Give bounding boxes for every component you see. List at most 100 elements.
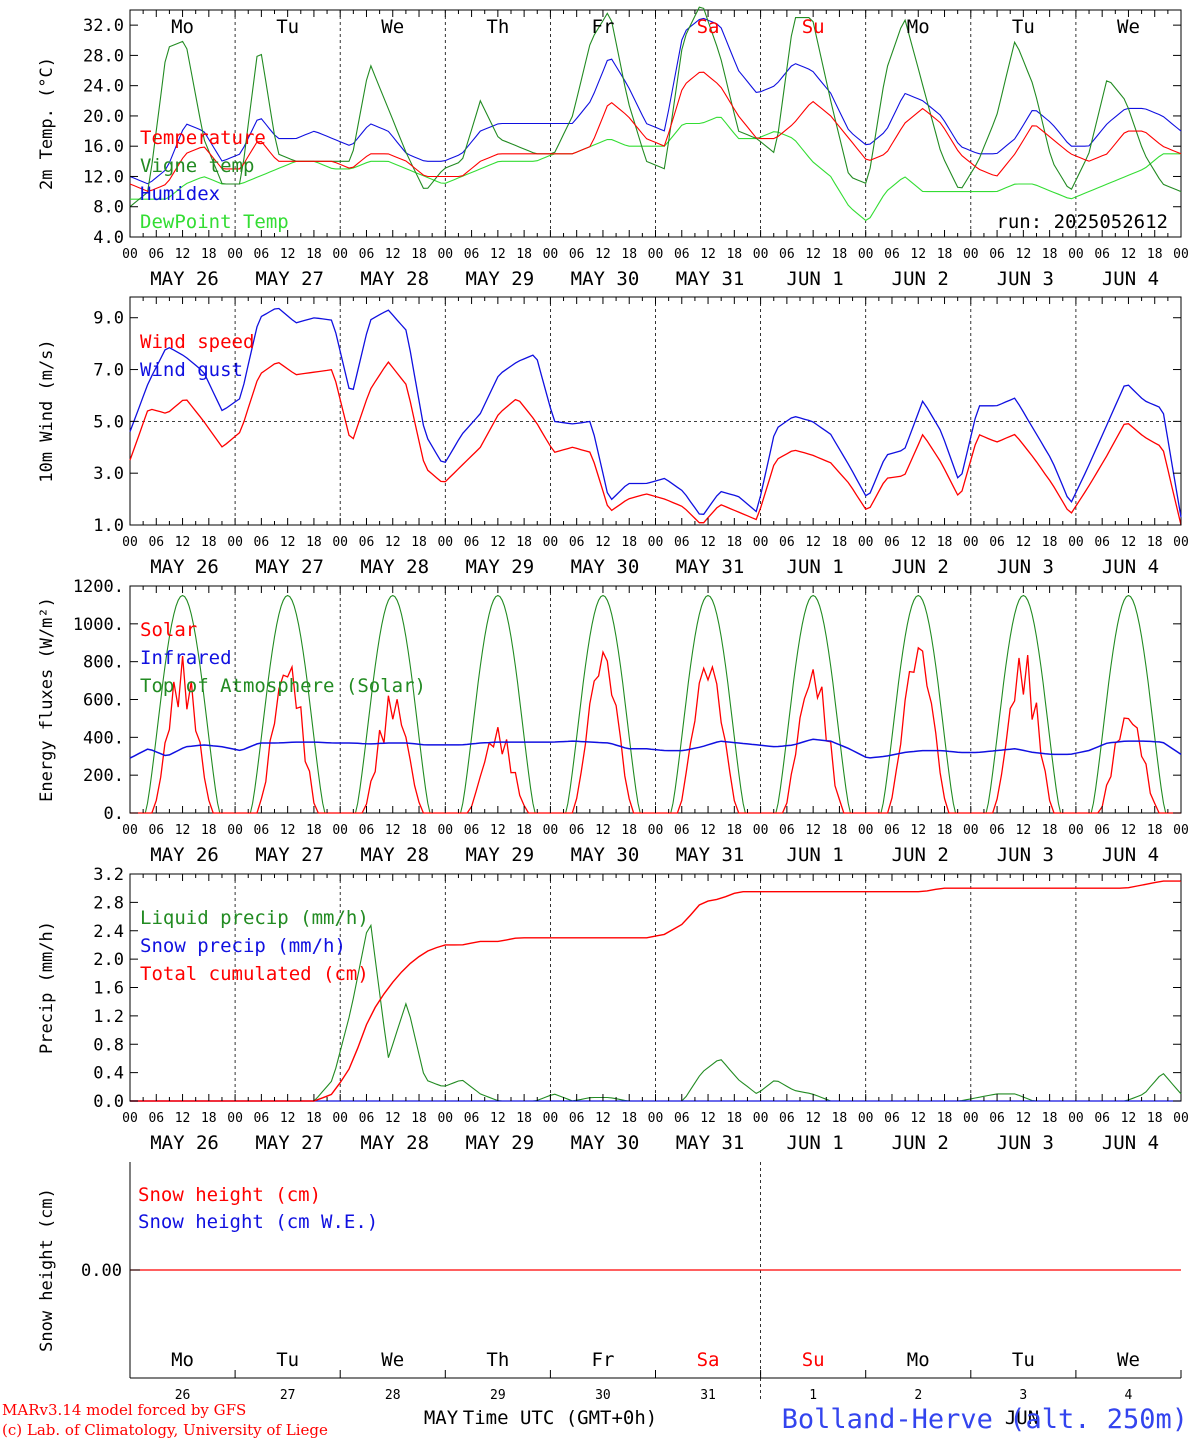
day-number: 2 <box>914 1388 922 1403</box>
x-tick-label: 06 <box>989 823 1005 838</box>
day-number: 4 <box>1125 1388 1133 1403</box>
credit-model: MARv3.14 model forced by GFS <box>2 1401 246 1419</box>
x-date-label: MAY 31 <box>676 268 745 290</box>
x-date-label: MAY 29 <box>466 844 535 866</box>
y-tick-label: 9.0 <box>93 309 124 329</box>
y-tick-label: 2.0 <box>93 950 124 970</box>
legend-dewpoint-temp: DewPoint Temp <box>140 211 289 233</box>
weekday-label: Sa <box>697 16 720 38</box>
y-tick-label: 0.4 <box>93 1064 124 1084</box>
x-tick-label: 00 <box>648 1111 664 1126</box>
x-tick-label: 18 <box>1042 823 1058 838</box>
weekday-label: Tu <box>276 16 299 38</box>
x-tick-label: 12 <box>385 823 401 838</box>
x-tick-label: 06 <box>989 1111 1005 1126</box>
weekday-label: Tu <box>276 1349 299 1371</box>
x-tick-label: 18 <box>832 535 848 550</box>
x-date-label: JUN 4 <box>1102 1132 1159 1154</box>
y-axis-label: 2m Temp. (°C) <box>37 57 57 190</box>
x-date-label: MAY 28 <box>360 268 429 290</box>
x-tick-label: 00 <box>1068 1111 1084 1126</box>
x-tick-label: 00 <box>648 535 664 550</box>
x-tick-label: 06 <box>148 823 164 838</box>
x-tick-label: 00 <box>963 247 979 262</box>
x-tick-label: 18 <box>1042 247 1058 262</box>
x-tick-label: 12 <box>1121 535 1137 550</box>
day-number: 29 <box>490 1388 506 1403</box>
x-tick-label: 18 <box>201 535 217 550</box>
x-tick-label: 00 <box>753 823 769 838</box>
y-tick-label: 600. <box>83 691 124 711</box>
x-date-label: MAY 27 <box>255 556 324 578</box>
y-axis-label: Snow height (cm) <box>37 1188 57 1352</box>
x-date-label: MAY 26 <box>150 268 219 290</box>
y-tick-label: 0. <box>104 804 124 824</box>
x-tick-label: 00 <box>122 535 138 550</box>
weekday-label: Sa <box>697 1349 720 1371</box>
x-tick-label: 18 <box>621 1111 637 1126</box>
x-date-label: MAY 31 <box>676 1132 745 1154</box>
x-tick-label: 18 <box>832 247 848 262</box>
y-tick-label: 12.0 <box>83 167 124 187</box>
weekday-label: Tu <box>1012 16 1035 38</box>
x-tick-label: 00 <box>437 1111 453 1126</box>
x-tick-label: 12 <box>910 823 926 838</box>
x-tick-label: 12 <box>385 1111 401 1126</box>
x-date-label: JUN 2 <box>892 1132 949 1154</box>
x-tick-label: 06 <box>464 1111 480 1126</box>
x-tick-label: 00 <box>332 535 348 550</box>
x-date-label: MAY 28 <box>360 556 429 578</box>
x-date-label: JUN 1 <box>787 268 844 290</box>
y-tick-label: 3.0 <box>93 464 124 484</box>
x-tick-label: 00 <box>753 535 769 550</box>
weekday-label: Tu <box>1012 1349 1035 1371</box>
x-tick-label: 00 <box>1068 823 1084 838</box>
x-tick-label: 00 <box>963 1111 979 1126</box>
x-tick-label: 00 <box>332 1111 348 1126</box>
weekday-label: Th <box>486 1349 509 1371</box>
x-tick-label: 00 <box>227 823 243 838</box>
x-date-label: JUN 2 <box>892 268 949 290</box>
legend-solar: Solar <box>140 619 197 641</box>
x-date-label: MAY 27 <box>255 268 324 290</box>
x-tick-label: 00 <box>1173 535 1189 550</box>
x-tick-label: 18 <box>726 535 742 550</box>
legend-snow-height-cm-: Snow height (cm) <box>138 1184 321 1206</box>
day-number: 27 <box>280 1388 296 1403</box>
x-tick-label: 06 <box>779 1111 795 1126</box>
day-number: 3 <box>1019 1388 1027 1403</box>
x-tick-label: 06 <box>884 1111 900 1126</box>
x-tick-label: 18 <box>1042 1111 1058 1126</box>
x-date-label: MAY 26 <box>150 844 219 866</box>
x-tick-label: 00 <box>437 823 453 838</box>
y-tick-label: 0.8 <box>93 1035 124 1055</box>
x-axis-title: Time UTC (GMT+0h) <box>463 1407 657 1429</box>
weekday-label: We <box>381 16 404 38</box>
credit-lab: (c) Lab. of Climatology, University of L… <box>2 1421 328 1439</box>
legend-snow-precip-mm-h-: Snow precip (mm/h) <box>140 935 346 957</box>
series-wind-gust <box>129 307 1182 518</box>
x-tick-label: 00 <box>963 535 979 550</box>
day-number: 1 <box>809 1388 817 1403</box>
x-tick-label: 12 <box>700 1111 716 1126</box>
x-tick-label: 12 <box>700 247 716 262</box>
x-tick-label: 06 <box>779 247 795 262</box>
x-tick-label: 18 <box>411 247 427 262</box>
x-tick-label: 06 <box>1094 823 1110 838</box>
x-tick-label: 00 <box>858 535 874 550</box>
x-tick-label: 06 <box>359 247 375 262</box>
x-date-label: MAY 30 <box>571 268 640 290</box>
x-tick-label: 00 <box>858 823 874 838</box>
x-date-label: MAY 30 <box>571 556 640 578</box>
legend-humidex: Humidex <box>140 183 220 205</box>
x-date-label: MAY 26 <box>150 1132 219 1154</box>
x-date-label: MAY 31 <box>676 556 745 578</box>
x-tick-label: 00 <box>858 1111 874 1126</box>
x-tick-label: 06 <box>989 247 1005 262</box>
x-date-label: JUN 4 <box>1102 556 1159 578</box>
x-tick-label: 06 <box>1094 535 1110 550</box>
x-tick-label: 18 <box>621 247 637 262</box>
weekday-label: Fr <box>592 1349 615 1371</box>
x-tick-label: 06 <box>884 247 900 262</box>
x-tick-label: 12 <box>700 823 716 838</box>
